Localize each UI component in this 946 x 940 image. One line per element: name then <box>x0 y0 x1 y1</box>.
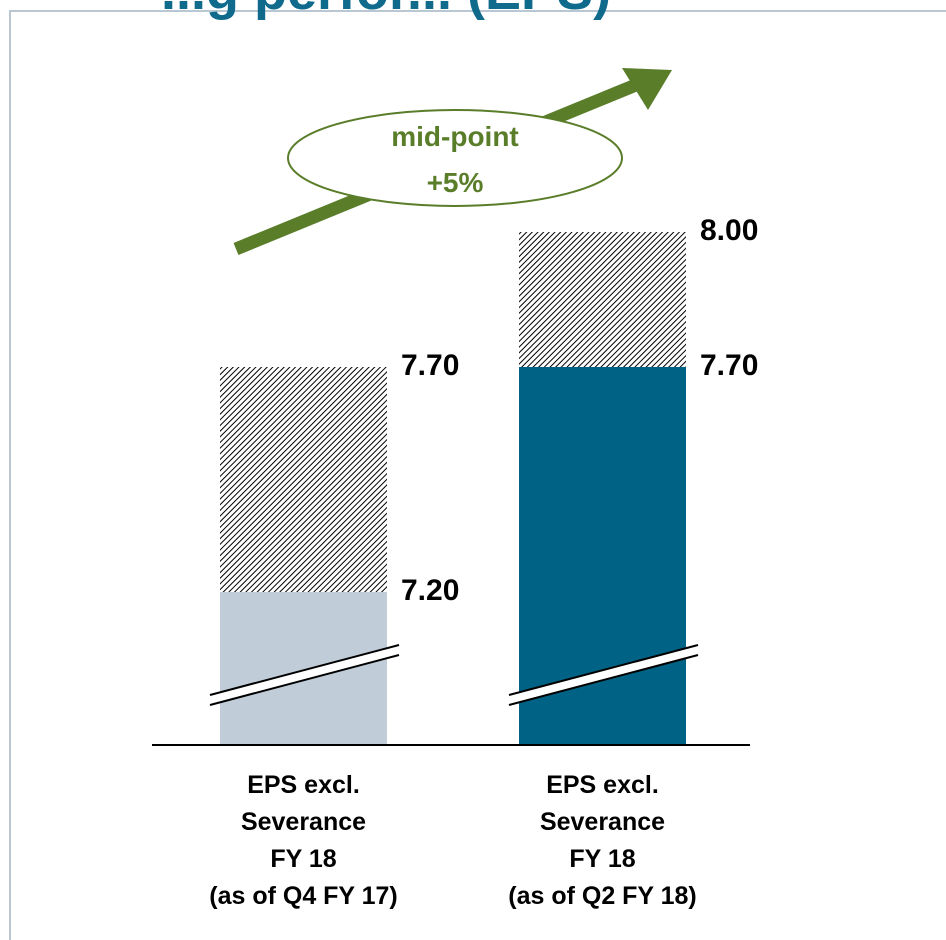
axis-break-line-lower-1 <box>209 654 400 706</box>
bar-hatched-2 <box>519 232 686 367</box>
content-panel: ...g perfor... (EPS) <box>9 0 946 940</box>
axis-break-line-lower-2 <box>508 654 699 706</box>
labels-layer: 7.20 7.70 EPS excl. Severance FY 18 (as of Q4… <box>209 214 758 910</box>
category-label-2-line-2: Severance <box>540 808 665 836</box>
midpoint-ellipse <box>287 109 623 207</box>
annotation-line1: mid-point <box>391 121 519 152</box>
bar-solid-1 <box>220 592 387 745</box>
category-label-1-line-2: Severance <box>241 808 366 836</box>
category-label-1-line-4: (as of Q4 FY 17) <box>209 882 398 910</box>
category-label-1-line-3: FY 18 <box>270 845 336 873</box>
growth-arrow-head <box>622 68 672 110</box>
axis-break-band-2 <box>509 645 698 705</box>
bar-solid-2 <box>519 367 686 745</box>
bar-hatched-1 <box>220 367 387 592</box>
slide-title: ...g perfor... (EPS) <box>161 0 611 22</box>
bars-layer <box>209 232 699 745</box>
category-label-2-line-1: EPS excl. <box>546 771 659 799</box>
axis-break-band-1 <box>210 645 399 705</box>
value-label-high-1: 7.70 <box>401 349 459 382</box>
value-label-low-1: 7.20 <box>401 574 459 607</box>
axis-break-line-upper-1 <box>209 644 400 696</box>
category-label-1-line-1: EPS excl. <box>247 771 360 799</box>
growth-annotation: mid-point +5% <box>233 68 672 256</box>
annotation-line2: +5% <box>427 167 484 198</box>
value-label-high-2: 8.00 <box>700 214 758 247</box>
axis-break-line-upper-2 <box>508 644 699 696</box>
value-label-low-2: 7.70 <box>700 349 758 382</box>
category-label-2-line-3: FY 18 <box>569 845 635 873</box>
category-label-2-line-4: (as of Q2 FY 18) <box>508 882 697 910</box>
